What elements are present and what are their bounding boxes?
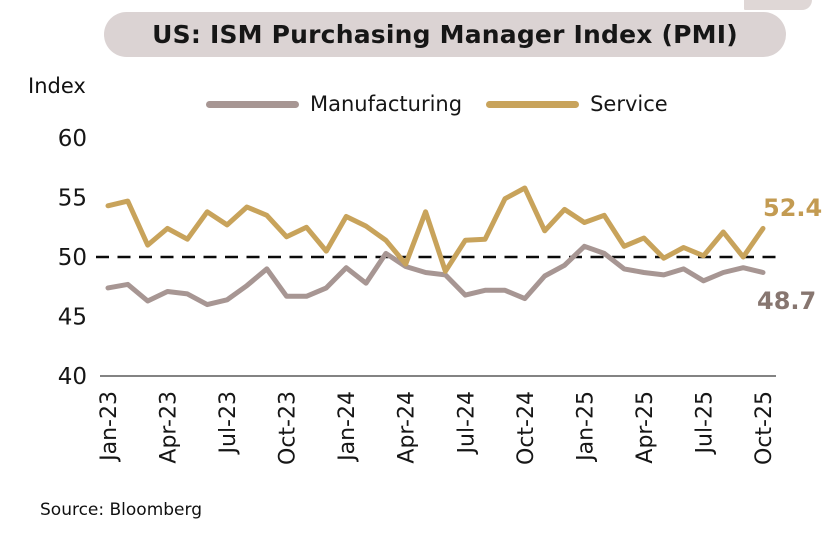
chart-title-pill: US: ISM Purchasing Manager Index (PMI)	[104, 12, 786, 57]
x-tick-label: Jul-24	[454, 391, 479, 455]
y-axis-title: Index	[28, 74, 86, 98]
manufacturing-line	[105, 243, 766, 308]
service-line	[105, 185, 766, 274]
legend-item-service: Service	[486, 92, 668, 116]
service-swatch-icon	[486, 100, 580, 108]
x-tick-label: Apr-25	[633, 391, 658, 464]
y-tick-label: 50	[58, 245, 87, 271]
manufacturing-end-value-label: 48.7	[757, 287, 817, 315]
x-tick-label: Apr-23	[157, 391, 182, 464]
x-tick-label: Jan-24	[335, 391, 360, 463]
y-tick-label: 55	[58, 186, 87, 212]
y-tick-label: 40	[58, 364, 87, 390]
chart-title: US: ISM Purchasing Manager Index (PMI)	[152, 20, 738, 49]
service-end-value-label: 52.4	[763, 194, 823, 222]
x-tick-label: Oct-24	[514, 391, 539, 465]
y-tick-label: 45	[58, 305, 87, 331]
manufacturing-swatch-icon	[206, 100, 299, 108]
legend-label-manufacturing: Manufacturing	[310, 92, 463, 116]
y-tick-label: 60	[58, 126, 87, 152]
legend-item-manufacturing: Manufacturing	[206, 92, 462, 116]
legend-label-service: Service	[590, 92, 668, 116]
x-tick-label: Jan-23	[97, 391, 122, 463]
x-tick-label: Oct-25	[752, 391, 777, 465]
chart-legend: Manufacturing Service	[206, 92, 668, 116]
x-tick-label: Jul-25	[692, 391, 717, 455]
decorative-corner-fragment	[744, 0, 812, 10]
source-note: Source: Bloomberg	[40, 500, 202, 520]
x-tick-label: Oct-23	[276, 391, 301, 465]
x-tick-label: Jan-25	[573, 391, 598, 463]
x-tick-label: Jul-23	[216, 391, 241, 455]
x-tick-label: Apr-24	[395, 391, 420, 464]
